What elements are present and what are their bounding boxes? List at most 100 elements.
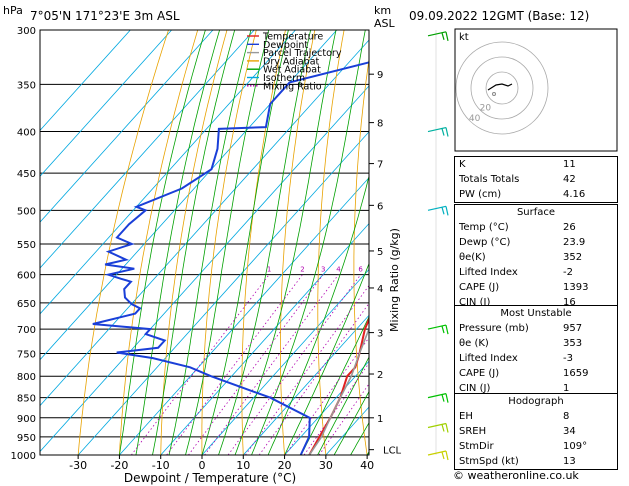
wind-barb — [427, 450, 449, 461]
pressure-tick-label: 550 — [17, 240, 36, 251]
x-tick-label: -20 — [110, 459, 128, 472]
pressure-tick-label: 350 — [17, 80, 36, 91]
dry-adiabat-line — [241, 30, 286, 455]
most-unstable-row-key: CAPE (J) — [459, 368, 500, 379]
most-unstable-row-value: 1659 — [563, 368, 589, 379]
legend-label: Mixing Ratio — [263, 81, 322, 92]
isotherm-line — [284, 360, 369, 455]
surface-row: CIN (J) 16 — [455, 295, 617, 310]
wind-barb — [427, 324, 449, 335]
hodograph-unit-label: kt — [459, 32, 469, 43]
x-tick-label: -30 — [69, 459, 87, 472]
pressure-tick-label: 600 — [17, 271, 36, 282]
mixing-ratio-label: 3 — [321, 266, 325, 274]
surface-row-key: θe(K) — [459, 252, 486, 263]
pressure-unit-label: hPa — [3, 4, 23, 17]
km-tick-label: 2 — [377, 370, 383, 381]
most-unstable-table: Most Unstable Pressure (mb) 957 θe (K) 353 Li… — [454, 305, 618, 397]
surface-row-value: -2 — [563, 267, 573, 278]
most-unstable-row: Lifted Index -3 — [455, 351, 617, 366]
legend-label: Temperature — [262, 32, 323, 43]
mixing-ratio-axis-title: Mixing Ratio (g/kg) — [388, 228, 401, 332]
hodograph-row-key: SREH — [459, 426, 487, 437]
plot-frame — [39, 29, 370, 456]
hodograph-row-key: StmSpd (kt) — [459, 456, 519, 467]
surface-title: Surface — [455, 205, 617, 220]
legend-label: Dry Adiabat — [263, 56, 320, 67]
x-tick-label: -10 — [152, 459, 170, 472]
mixing-ratio-label: 6 — [358, 266, 363, 274]
surface-row-value: 352 — [563, 252, 583, 263]
hodograph-ring-label: 40 — [469, 114, 481, 124]
mixing-ratio-label: 8 — [375, 266, 379, 274]
mixing-ratio-line — [258, 302, 369, 455]
most-unstable-row-key: Lifted Index — [459, 353, 518, 364]
wind-barb — [427, 393, 449, 403]
dry-adiabat-line — [201, 30, 257, 455]
most-unstable-row: Pressure (mb) 957 — [455, 321, 617, 336]
most-unstable-row-key: CIN (J) — [459, 383, 491, 394]
index-row: Totals Totals 42 — [455, 172, 617, 187]
surface-row-key: Dewp (°C) — [459, 237, 511, 248]
isotherm-line — [242, 314, 369, 455]
mixing-ratio-line — [303, 362, 369, 455]
dry-adiabat-line — [119, 30, 199, 455]
pressure-tick-label: 800 — [17, 372, 36, 383]
hodograph-ring — [455, 41, 549, 135]
hodograph-frame — [454, 28, 618, 152]
hodograph-ring-label: 20 — [480, 103, 492, 113]
storm-motion-marker — [492, 92, 496, 96]
wet-adiabat-line — [135, 30, 220, 455]
x-tick-label: 20 — [278, 459, 292, 472]
isotherm-line — [40, 30, 172, 177]
mixing-ratio-label: 20 — [428, 266, 437, 274]
most-unstable-row-value: 957 — [563, 323, 583, 334]
dry-adiabat-line — [77, 30, 169, 455]
dry-adiabat-line — [353, 56, 369, 455]
isotherm-line — [40, 39, 369, 407]
hodograph-ring — [485, 71, 519, 105]
wet-adiabat-line — [300, 315, 369, 455]
pressure-tick-label: 700 — [17, 325, 36, 336]
wind-barb — [427, 31, 449, 41]
location-label: 7°05'N 171°23'E 3m ASL — [30, 9, 180, 23]
most-unstable-row: θe (K) 353 — [455, 336, 617, 351]
isotherm-line — [119, 177, 369, 455]
index-row: PW (cm) 4.16 — [455, 187, 617, 202]
hodograph-table: Hodograph EH 8 SREH 34 StmDir 109° StmSpd (kt) 1… — [454, 393, 618, 470]
isotherm-line — [40, 30, 338, 361]
index-row-key: PW (cm) — [459, 189, 502, 200]
surface-row-value: 16 — [563, 297, 576, 308]
index-row-value: 11 — [563, 159, 576, 170]
hodograph-row-key: EH — [459, 411, 473, 422]
pressure-tick-label: 300 — [17, 26, 36, 37]
copyright-label: © weatheronline.co.uk — [453, 469, 579, 482]
series-parcel-trajectory — [308, 326, 369, 455]
isotherm-line — [40, 30, 214, 223]
isotherm-line — [40, 30, 131, 131]
isotherm-line — [201, 268, 369, 455]
hodograph-row: StmDir 109° — [455, 439, 617, 454]
index-row-key: Totals Totals — [459, 174, 520, 185]
isotherm-line — [40, 85, 369, 453]
hodograph-row-key: StmDir — [459, 441, 494, 452]
km-tick-label: 3 — [377, 329, 383, 340]
km-tick-label: 1 — [377, 414, 383, 425]
mixing-ratio-line — [284, 336, 369, 455]
most-unstable-title-text: Most Unstable — [500, 308, 572, 319]
isotherm-line — [40, 30, 255, 269]
index-row-key: K — [459, 159, 466, 170]
surface-table: Surface Temp (°C) 26 Dewp (°C) 23.9 θe(K) 352 L… — [454, 204, 618, 311]
surface-row-key: CAPE (J) — [459, 282, 500, 293]
pressure-tick-label: 1000 — [11, 451, 36, 462]
most-unstable-row-key: Pressure (mb) — [459, 323, 529, 334]
legend-label: Parcel Trajectory — [263, 48, 342, 59]
pressure-tick-label: 400 — [17, 128, 36, 139]
mixing-ratio-label: 1 — [267, 266, 271, 274]
wet-adiabat-line — [218, 30, 311, 455]
dry-adiabat-line — [317, 30, 345, 455]
index-row: K 11 — [455, 157, 617, 172]
mixing-ratio-line — [318, 383, 369, 455]
hodograph-table-title-text: Hodograph — [508, 396, 564, 407]
